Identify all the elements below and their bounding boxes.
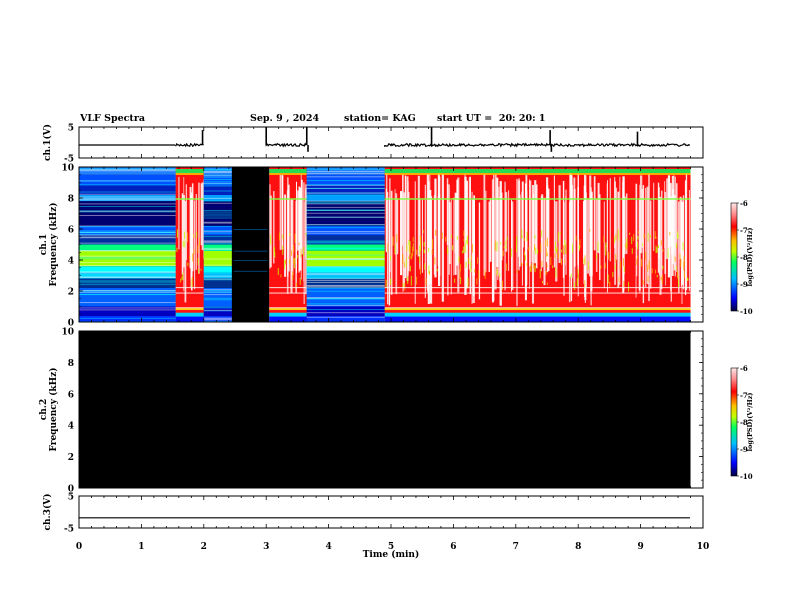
- colorbar-tick-label: -10: [740, 472, 753, 481]
- y-tick-label: 2: [68, 288, 74, 298]
- colorbar-tick-label: -10: [740, 307, 753, 316]
- colorbar-tick-label: -6: [740, 199, 748, 208]
- colorbar-2: [730, 367, 738, 477]
- y-axis-label: Frequency (kHz): [48, 367, 59, 451]
- x-tick-label: 7: [513, 542, 519, 552]
- waveform-trace: [175, 142, 204, 148]
- y-tick-label: 10: [61, 164, 74, 174]
- x-tick-label: 5: [388, 542, 394, 552]
- x-tick-label: 3: [263, 542, 269, 552]
- x-tick-label: 6: [450, 542, 456, 552]
- spectrogram-segment-off: [231, 167, 270, 322]
- colorbar-label: log(PSD)(V²/Hz): [746, 393, 754, 452]
- chart-station: station= KAG: [344, 113, 416, 124]
- x-tick-label: 10: [697, 542, 710, 552]
- panel-frame-4: [78, 495, 704, 529]
- colorbar-tick-label: -7: [740, 226, 748, 235]
- y-tick-label: 2: [68, 453, 74, 463]
- colorbar-tick-label: -6: [740, 364, 748, 373]
- colorbar-label: log(PSD)(V²/Hz): [746, 228, 754, 287]
- colorbar-tick-label: -8: [740, 418, 748, 427]
- colorbar-tick-label: -8: [740, 253, 748, 262]
- y-axis-label: ch.1(V): [42, 124, 53, 161]
- waveform-trace: [384, 142, 691, 148]
- x-tick-label: 1: [138, 542, 144, 552]
- spectrogram-segment-low: [79, 167, 176, 323]
- y-tick-label: 0: [68, 319, 74, 329]
- y-axis-label: Frequency (kHz): [48, 202, 59, 286]
- y-tick-label: -5: [64, 155, 74, 165]
- y-tick-label: 8: [68, 359, 74, 369]
- y-tick-label: 6: [68, 226, 74, 236]
- colorbar-tick-label: -7: [740, 391, 748, 400]
- x-axis-label: Time (min): [363, 549, 420, 560]
- y-axis-label: ch.2: [39, 399, 49, 420]
- x-tick-label: 0: [76, 542, 82, 552]
- spectrogram-segment-high: [175, 167, 206, 322]
- x-tick-label: 9: [637, 542, 643, 552]
- colorbar-1: [730, 202, 738, 312]
- waveform-trace: [265, 142, 307, 148]
- ch2-spectrogram: [79, 331, 691, 488]
- chart-start-time: start UT = 20: 20: 1: [437, 113, 546, 124]
- y-tick-label: 4: [68, 422, 74, 432]
- spectrogram-segment-high: [384, 167, 691, 322]
- y-tick-label: 5: [68, 493, 74, 503]
- x-tick-label: 8: [575, 542, 581, 552]
- x-tick-label: 4: [325, 542, 331, 552]
- y-tick-label: 8: [68, 195, 74, 205]
- spectrogram-segment-high: [269, 167, 308, 322]
- y-tick-label: 4: [68, 257, 74, 267]
- chart-date: Sep. 9 , 2024: [250, 113, 320, 124]
- spectrogram-segment-low: [203, 167, 232, 322]
- y-axis-label: ch.3(V): [42, 494, 53, 531]
- y-tick-label: 6: [68, 390, 74, 400]
- ch1-spectrogram: [79, 167, 691, 323]
- panel-frame-1: [78, 126, 704, 159]
- spectrogram-segment-low: [306, 167, 385, 322]
- spectrogram-segment-off: [79, 331, 691, 488]
- colorbar-tick-label: -9: [740, 280, 748, 289]
- x-tick-label: 2: [201, 542, 207, 552]
- y-tick-label: 0: [68, 485, 74, 495]
- colorbar-tick-label: -9: [740, 445, 748, 454]
- y-axis-label: ch.1: [39, 234, 49, 255]
- ch1-waveform: [78, 127, 691, 152]
- chart-title: VLF Spectra: [80, 113, 145, 124]
- y-tick-label: -5: [64, 525, 74, 535]
- y-tick-label: 10: [61, 328, 74, 338]
- y-tick-label: 5: [68, 124, 74, 134]
